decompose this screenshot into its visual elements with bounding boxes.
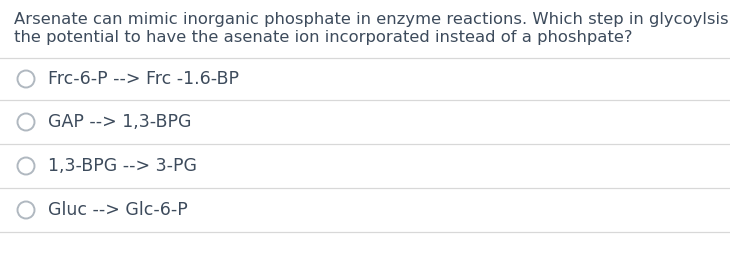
Text: GAP --> 1,3-BPG: GAP --> 1,3-BPG <box>48 113 191 131</box>
Text: Frc-6-P --> Frc -1.6-BP: Frc-6-P --> Frc -1.6-BP <box>48 70 239 88</box>
Text: the potential to have the asenate ion incorporated instead of a phoshpate?: the potential to have the asenate ion in… <box>14 30 632 45</box>
Text: Arsenate can mimic inorganic phosphate in enzyme reactions. Which step in glycoy: Arsenate can mimic inorganic phosphate i… <box>14 12 730 27</box>
Text: Gluc --> Glc-6-P: Gluc --> Glc-6-P <box>48 201 188 219</box>
Text: 1,3-BPG --> 3-PG: 1,3-BPG --> 3-PG <box>48 157 197 175</box>
